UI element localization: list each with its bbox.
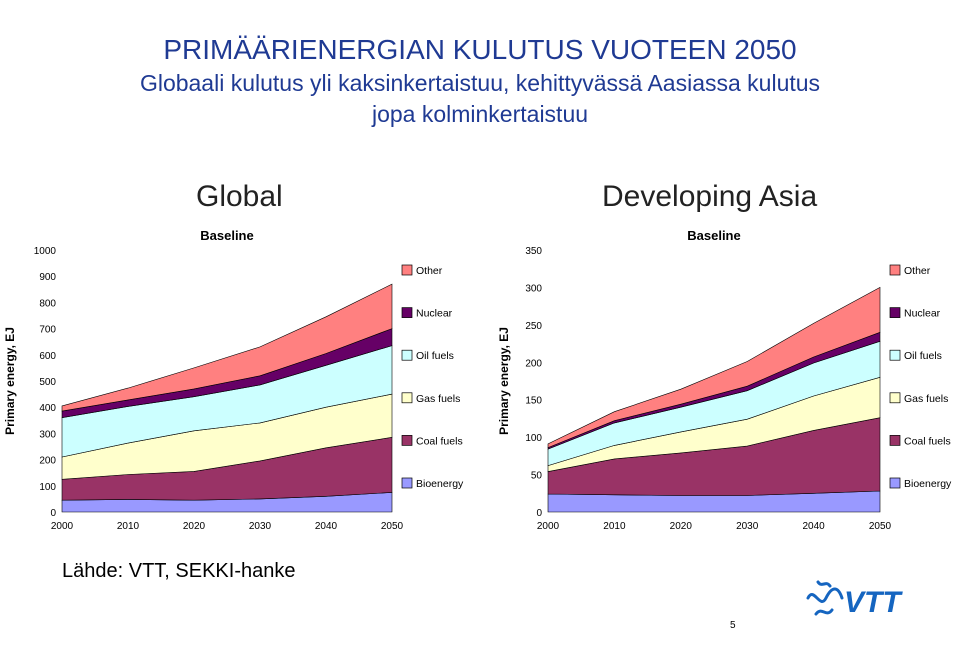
chart-heading-global: Global bbox=[196, 180, 283, 213]
y-tick-label: 300 bbox=[525, 283, 542, 294]
legend-label-coal-fuels: Coal fuels bbox=[904, 435, 951, 447]
legend-label-other: Other bbox=[416, 265, 443, 277]
x-tick-label: 2040 bbox=[802, 521, 825, 532]
legend-swatch-bioenergy bbox=[889, 477, 901, 489]
legend-label-oil-fuels: Oil fuels bbox=[904, 350, 942, 362]
vtt-logo: VTT bbox=[806, 580, 903, 619]
legend-swatch-nuclear bbox=[401, 307, 413, 318]
y-axis-label: Primary energy, EJ bbox=[497, 327, 511, 435]
y-tick-label: 350 bbox=[525, 246, 542, 257]
legend-swatch-coal-fuels bbox=[889, 435, 901, 446]
y-tick-label: 700 bbox=[39, 325, 56, 336]
global-chart: Baseline 0 100 200 300 400 500 600 700 800 900 1000… bbox=[3, 228, 464, 532]
page-subtitle-line-1: Globaali kulutus yli kaksinkertaistuu, k… bbox=[139, 70, 821, 96]
vtt-logo-text: VTT bbox=[844, 586, 903, 619]
page-number: 5 bbox=[730, 620, 736, 631]
y-tick-label: 100 bbox=[39, 482, 56, 493]
x-tick-label: 2050 bbox=[869, 521, 892, 532]
x-tick-label: 2020 bbox=[670, 521, 693, 532]
chart-title: Baseline bbox=[687, 228, 740, 243]
y-tick-label: 200 bbox=[525, 358, 542, 369]
area-other bbox=[61, 283, 393, 412]
x-tick-label: 2010 bbox=[117, 521, 140, 532]
legend-swatch-other bbox=[889, 264, 901, 276]
y-tick-label: 150 bbox=[525, 396, 542, 407]
chart-heading-developing-asia: Developing Asia bbox=[602, 180, 818, 213]
y-tick-label: 500 bbox=[39, 377, 56, 388]
y-tick-label: 200 bbox=[39, 456, 56, 467]
y-tick-label: 800 bbox=[39, 298, 56, 309]
y-tick-label: 0 bbox=[536, 508, 542, 519]
x-tick-label: 2020 bbox=[183, 521, 206, 532]
x-tick-label: 2010 bbox=[603, 521, 626, 532]
developing-asia-chart: Baseline 0 50 100 150 200 250 300 350 Primary ene… bbox=[497, 228, 952, 532]
x-tick-label: 2030 bbox=[736, 521, 759, 532]
legend-swatch-gas-fuels bbox=[401, 392, 413, 404]
legend-swatch-oil-fuels bbox=[889, 349, 901, 361]
y-tick-label: 400 bbox=[39, 403, 56, 414]
y-tick-label: 300 bbox=[39, 429, 56, 440]
legend-label-bioenergy: Bioenergy bbox=[904, 478, 952, 490]
source-note: Lähde: VTT, SEKKI-hanke bbox=[62, 560, 296, 582]
legend-label-coal-fuels: Coal fuels bbox=[416, 435, 463, 447]
legend-label-gas-fuels: Gas fuels bbox=[904, 393, 948, 405]
y-tick-label: 100 bbox=[525, 433, 542, 444]
y-tick-label: 250 bbox=[525, 321, 542, 332]
legend-swatch-coal-fuels bbox=[401, 435, 413, 446]
legend-label-gas-fuels: Gas fuels bbox=[416, 393, 460, 405]
y-tick-label: 50 bbox=[531, 471, 543, 482]
legend-label-oil-fuels: Oil fuels bbox=[416, 350, 454, 362]
y-tick-label: 900 bbox=[39, 272, 56, 283]
y-axis-label: Primary energy, EJ bbox=[3, 327, 17, 435]
y-tick-label: 600 bbox=[39, 351, 56, 362]
page-title: PRIMÄÄRIENERGIAN KULUTUS VUOTEEN 2050 bbox=[163, 34, 797, 65]
x-tick-label: 2050 bbox=[381, 521, 404, 532]
legend-label-other: Other bbox=[904, 265, 931, 277]
page-subtitle-line-2: jopa kolminkertaistuu bbox=[371, 101, 589, 127]
legend-label-bioenergy: Bioenergy bbox=[416, 478, 464, 490]
x-tick-label: 2000 bbox=[537, 521, 560, 532]
legend-swatch-bioenergy bbox=[401, 477, 413, 489]
x-tick-label: 2040 bbox=[315, 521, 338, 532]
x-tick-label: 2000 bbox=[51, 521, 74, 532]
legend-label-nuclear: Nuclear bbox=[904, 308, 941, 320]
legend-label-nuclear: Nuclear bbox=[416, 308, 453, 320]
legend-swatch-oil-fuels bbox=[401, 349, 413, 361]
y-tick-label: 1000 bbox=[34, 246, 57, 257]
y-tick-label: 0 bbox=[50, 508, 56, 519]
x-tick-label: 2030 bbox=[249, 521, 272, 532]
area-other bbox=[547, 286, 881, 449]
legend-swatch-gas-fuels bbox=[889, 392, 901, 404]
legend-swatch-nuclear bbox=[889, 307, 901, 318]
chart-title: Baseline bbox=[200, 228, 253, 243]
legend-swatch-other bbox=[401, 264, 413, 276]
